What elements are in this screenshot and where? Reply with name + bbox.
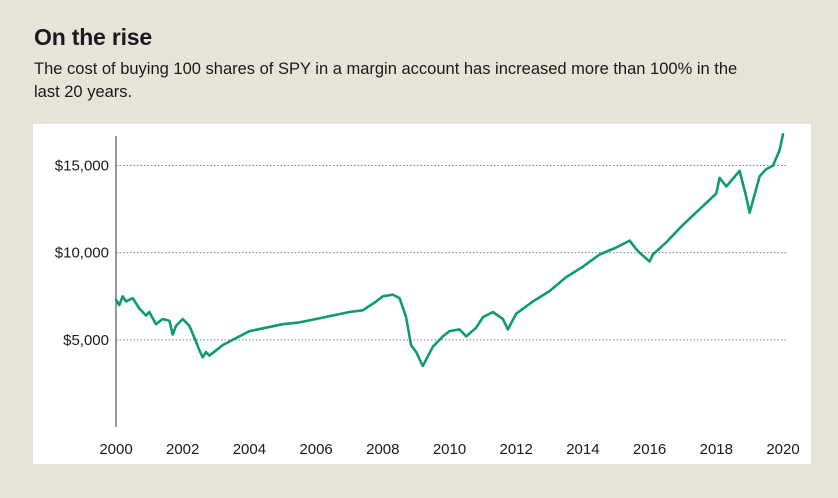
x-tick-label: 2010 bbox=[433, 441, 466, 458]
x-tick-labels: 2000 2002 2004 2006 2008 2010 2012 2014 2016 2018… bbox=[99, 441, 799, 458]
plot-panel: $5,000 $10,000 $15,000 2000 2002 2004 2006 200… bbox=[33, 124, 811, 464]
x-tick-label: 2000 bbox=[99, 441, 132, 458]
x-tick-label: 2016 bbox=[633, 441, 666, 458]
x-tick-label: 2002 bbox=[166, 441, 199, 458]
chart-subtitle: The cost of buying 100 shares of SPY in … bbox=[34, 60, 738, 101]
y-tick-labels: $5,000 $10,000 $15,000 bbox=[55, 158, 109, 349]
x-tick-label: 2014 bbox=[566, 441, 599, 458]
y-tick-label: $10,000 bbox=[55, 245, 109, 262]
line-chart: $5,000$10,000$15,000 2000 2002 2004 2006 200… bbox=[55, 133, 800, 458]
x-tick-label: 2006 bbox=[299, 441, 332, 458]
x-tick-label: 2012 bbox=[500, 441, 533, 458]
y-tick-label: $5,000 bbox=[63, 332, 109, 349]
x-tick-label: 2020 bbox=[766, 441, 799, 458]
spy-margin-cost-line bbox=[114, 133, 785, 368]
x-tick-label: 2018 bbox=[700, 441, 733, 458]
x-tick-label: 2004 bbox=[233, 441, 266, 458]
x-tick-label: 2008 bbox=[366, 441, 399, 458]
chart-title: On the rise bbox=[34, 24, 152, 50]
y-tick-label: $15,000 bbox=[55, 158, 109, 175]
gridlines bbox=[116, 165, 786, 341]
